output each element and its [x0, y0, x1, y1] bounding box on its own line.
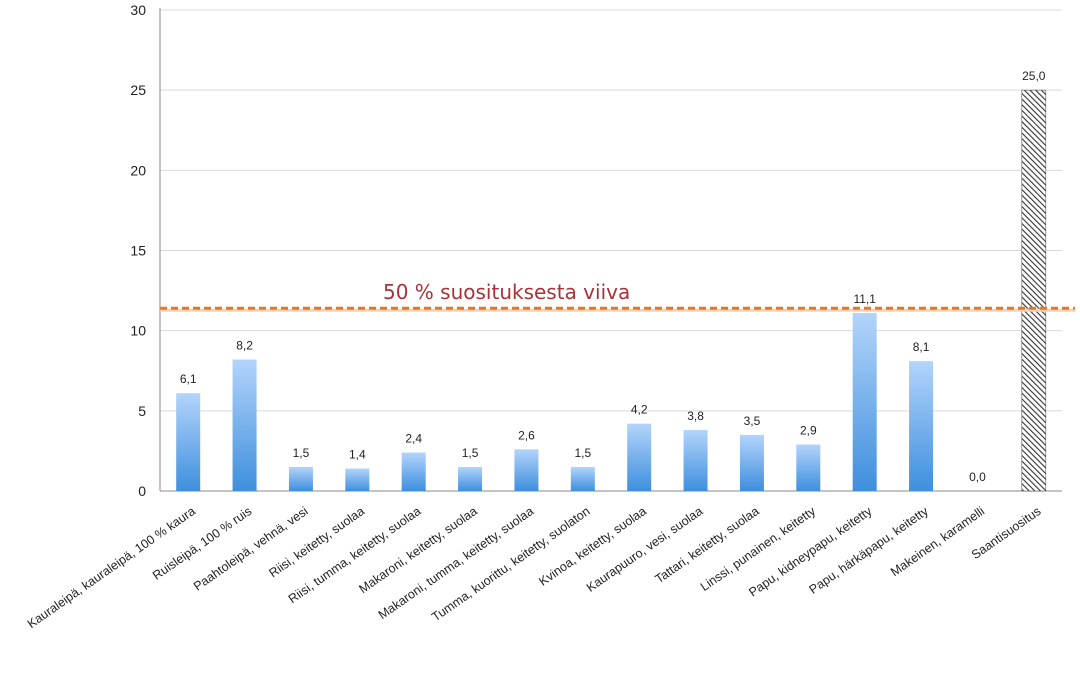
- data-label: 6,1: [180, 372, 197, 386]
- data-label: 2,6: [518, 428, 535, 442]
- bar: [909, 361, 934, 491]
- bar: [796, 444, 821, 491]
- data-label: 2,4: [405, 432, 422, 446]
- y-tick-label: 25: [130, 82, 146, 98]
- data-label: 8,2: [236, 339, 253, 353]
- bar: [514, 449, 539, 491]
- data-label: 2,9: [800, 424, 817, 438]
- category-label: Kvinoa, keitetty, suolaa: [536, 504, 649, 589]
- bar: [176, 393, 201, 491]
- data-label: 0,0: [969, 470, 986, 484]
- bars: [176, 89, 1047, 492]
- bar: [683, 430, 708, 491]
- y-tick-label: 0: [138, 483, 146, 499]
- data-label: 1,5: [574, 446, 591, 460]
- data-label: 4,2: [631, 403, 648, 417]
- bar: [345, 468, 370, 491]
- bar: [401, 452, 426, 491]
- y-tick-label: 20: [130, 162, 146, 178]
- data-label: 8,1: [913, 340, 930, 354]
- bar: [458, 466, 483, 491]
- category-label: Ruisleipä, 100 % ruis: [150, 504, 254, 583]
- data-label: 1,4: [349, 448, 366, 462]
- data-label: 3,5: [744, 414, 761, 428]
- bar: [570, 466, 595, 491]
- category-labels: Kauraleipä, kauraleipä, 100 % kauraRuisl…: [25, 504, 1044, 631]
- data-label: 3,8: [687, 409, 704, 423]
- y-tick-label: 10: [130, 323, 146, 339]
- bar: [627, 423, 652, 491]
- data-label: 11,1: [853, 292, 876, 306]
- data-label: 25,0: [1022, 69, 1046, 83]
- bar: [739, 434, 764, 491]
- y-tick-label: 30: [130, 2, 146, 18]
- data-label: 1,5: [293, 446, 310, 460]
- bar: [232, 359, 257, 491]
- reference-line-group: 50 % suosituksesta viiva: [160, 280, 1075, 312]
- reference-line-label: 50 % suosituksesta viiva: [383, 280, 630, 304]
- category-label: Riisi, keitetty, suolaa: [266, 504, 367, 580]
- data-label: 1,5: [462, 446, 479, 460]
- y-tick-label: 5: [138, 403, 146, 419]
- data-labels: 6,1 8,2 1,5 1,4 2,4 1,5 2,6 1,5 4,2 3,8 3,5 2,9 11,1…: [180, 69, 1046, 484]
- category-label: Makeinen, karamelli: [888, 504, 987, 579]
- y-axis-ticks: 0 5 10 15 20 25 30: [130, 2, 146, 499]
- y-tick-label: 15: [130, 243, 146, 259]
- bar: [288, 466, 313, 491]
- bar-recommended-intake: [1021, 89, 1047, 492]
- bar: [852, 313, 877, 491]
- category-label: Tattari, keitetty, suolaa: [653, 504, 762, 586]
